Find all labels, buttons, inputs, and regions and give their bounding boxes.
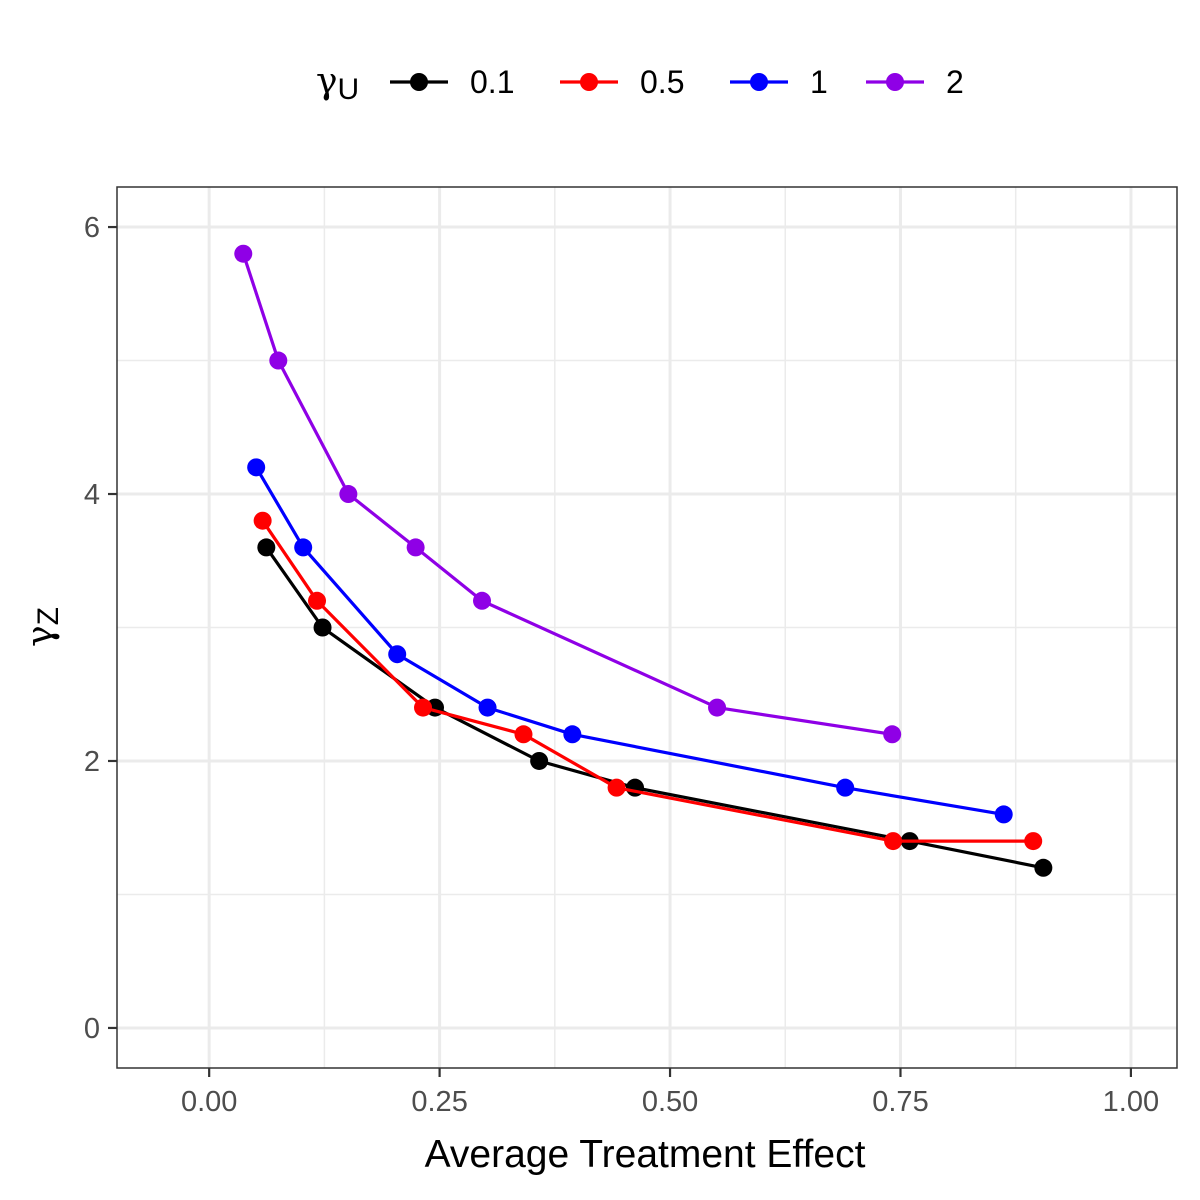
y-tick-label: 4: [84, 479, 100, 511]
x-tick-label: 0.00: [181, 1086, 237, 1118]
series-2: [234, 244, 902, 744]
x-axis-title: Average Treatment Effect: [425, 1133, 866, 1176]
data-point: [1024, 832, 1043, 851]
series-1: [247, 458, 1013, 824]
legend: γU 0.1 0.5 1 2: [316, 61, 964, 106]
data-point: [247, 458, 266, 477]
y-axis: 0 2 4 6: [84, 212, 117, 1045]
data-point: [1034, 858, 1053, 877]
legend-label: 0.1: [470, 64, 514, 100]
legend-item-1: 1: [730, 64, 828, 100]
data-point: [269, 351, 288, 370]
y-tick-label: 0: [84, 1013, 100, 1045]
legend-label: 2: [946, 64, 964, 100]
data-point: [253, 511, 272, 530]
data-point: [563, 725, 582, 744]
data-point: [308, 591, 327, 610]
data-point: [388, 645, 407, 664]
legend-title: γU: [316, 61, 359, 106]
data-point: [257, 538, 276, 557]
legend-title-sub: U: [338, 73, 360, 106]
y-axis-title-main: γ: [20, 625, 61, 647]
data-point: [884, 832, 903, 851]
data-point: [234, 244, 253, 263]
legend-key-point: [750, 73, 768, 91]
data-point: [883, 725, 902, 744]
legend-item-0.1: 0.1: [390, 64, 514, 100]
data-point: [836, 778, 855, 797]
series-0.5: [253, 511, 1043, 851]
data-point: [414, 698, 433, 717]
y-tick-label: 2: [84, 746, 100, 778]
data-point: [406, 538, 425, 557]
x-tick-label: 0.50: [642, 1086, 698, 1118]
x-tick-label: 0.75: [872, 1086, 928, 1118]
legend-item-0.5: 0.5: [560, 64, 684, 100]
y-axis-title-sub: Z: [32, 607, 65, 625]
grid-major: [117, 187, 1177, 1068]
data-point: [530, 751, 549, 770]
panel-border: [116, 186, 1178, 1069]
data-point: [994, 805, 1013, 824]
legend-key-point: [410, 73, 428, 91]
y-axis-title: γZ: [20, 607, 65, 647]
legend-item-2: 2: [866, 64, 964, 100]
data-point: [294, 538, 313, 557]
data-point: [478, 698, 497, 717]
legend-items: 0.1 0.5 1 2: [390, 64, 964, 100]
legend-key-point: [580, 73, 598, 91]
legend-label: 0.5: [640, 64, 684, 100]
x-tick-label: 1.00: [1103, 1086, 1159, 1118]
data-point: [313, 618, 332, 637]
series-layer: [234, 244, 1053, 877]
data-point: [708, 698, 727, 717]
data-point: [339, 485, 358, 504]
x-tick-label: 0.25: [411, 1086, 467, 1118]
x-axis: 0.00 0.25 0.50 0.75 1.00: [181, 1068, 1159, 1118]
data-point: [607, 778, 626, 797]
data-point: [514, 725, 533, 744]
plot-panel: [116, 186, 1178, 1069]
grid-minor: [117, 187, 1177, 1068]
y-tick-label: 6: [84, 212, 100, 244]
legend-label: 1: [810, 64, 828, 100]
data-point: [473, 591, 492, 610]
legend-title-main: γ: [316, 61, 338, 102]
legend-key-point: [886, 73, 904, 91]
